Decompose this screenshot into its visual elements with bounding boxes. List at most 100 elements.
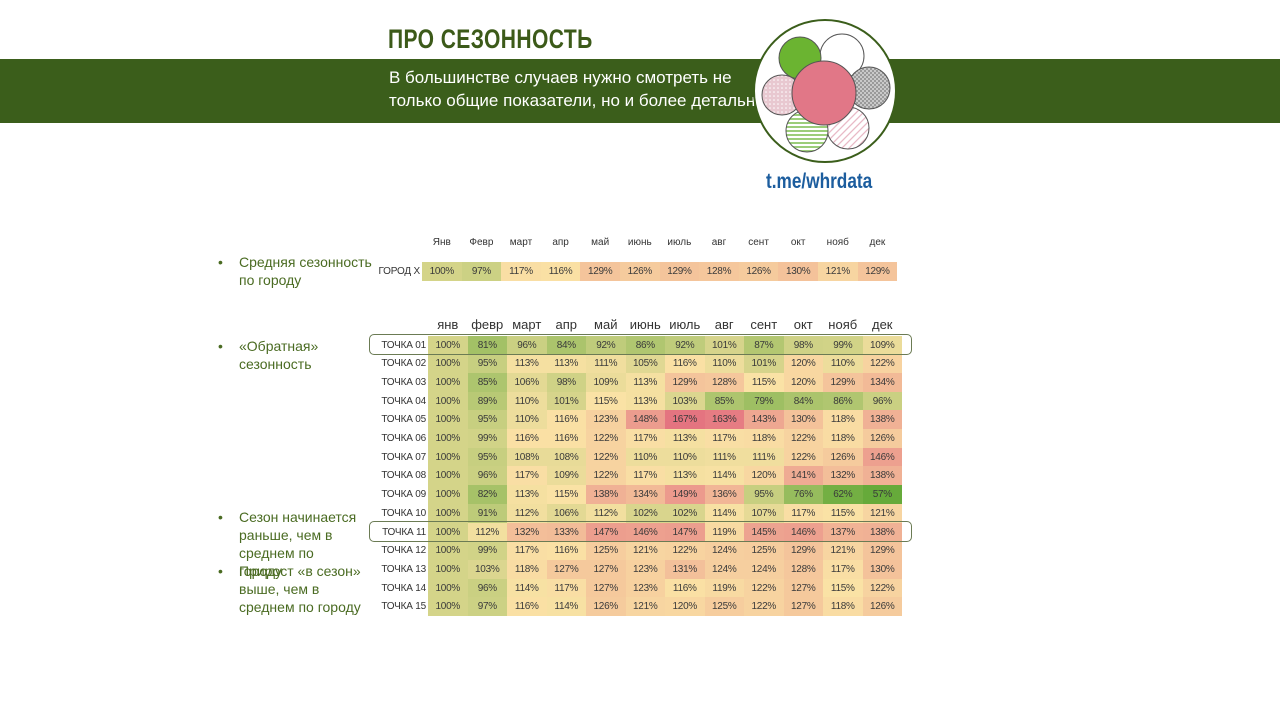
heat-cell: 109% [862, 335, 902, 355]
heat-cell: 101% [744, 354, 784, 374]
heat-cell: 116% [546, 410, 586, 430]
row-label: ТОЧКА 14 [381, 582, 426, 594]
heat-cell: 107% [744, 503, 784, 523]
heat-cell: 98% [783, 335, 823, 355]
row-label: ТОЧКА 02 [381, 358, 426, 370]
heat-cell: 114% [546, 597, 586, 617]
heat-cell: 100% [428, 578, 468, 598]
heat-cell: 87% [744, 335, 784, 355]
heat-cell: 100% [428, 541, 468, 561]
heat-cell: 100% [428, 335, 468, 355]
month-header: май [591, 237, 610, 248]
heat-cell: 95% [467, 410, 507, 430]
heat-cell: 118% [744, 429, 784, 448]
heat-cell: 111% [586, 354, 626, 374]
heat-cell: 98% [546, 372, 586, 392]
month-header: нояб [828, 317, 858, 332]
heat-cell: 97% [467, 597, 507, 617]
heat-cell: 146% [625, 522, 665, 542]
heat-cell: 101% [546, 391, 586, 411]
heat-cell: 113% [507, 485, 547, 505]
heat-cell: 131% [665, 559, 705, 579]
heat-cell: 117% [625, 466, 665, 486]
month-header: сент [750, 317, 778, 332]
heat-cell: 57% [862, 485, 902, 505]
heat-cell: 116% [546, 429, 586, 448]
month-header: май [594, 317, 618, 332]
heat-cell: 86% [823, 391, 863, 411]
heat-cell: 100% [428, 597, 468, 617]
heat-cell: 96% [467, 578, 507, 598]
month-header: авг [714, 317, 734, 332]
heat-cell: 97% [461, 262, 502, 281]
heat-cell: 81% [467, 335, 507, 355]
heat-cell: 126% [823, 447, 863, 467]
heat-cell: 102% [665, 503, 705, 523]
heat-cell: 86% [625, 335, 665, 355]
heat-cell: 102% [625, 503, 665, 523]
row-label: ТОЧКА 15 [381, 601, 426, 613]
heat-cell: 146% [783, 522, 823, 542]
logo-circles-icon [753, 19, 897, 163]
heat-cell: 92% [586, 335, 626, 355]
heat-cell: 116% [665, 354, 705, 374]
month-header: дек [871, 317, 893, 332]
month-header: февр [471, 317, 504, 332]
channel-link[interactable]: t.me/whrdata [766, 170, 873, 193]
heat-cell: 126% [862, 429, 902, 448]
month-header: окт [790, 237, 806, 248]
heat-cell: 120% [783, 372, 823, 392]
heat-cell: 163% [704, 410, 744, 430]
heat-cell: 123% [625, 559, 665, 579]
heat-cell: 121% [625, 541, 665, 561]
heat-cell: 103% [665, 391, 705, 411]
heat-cell: 129% [823, 372, 863, 392]
heat-cell: 130% [862, 559, 902, 579]
heat-cell: 129% [857, 262, 898, 281]
row-label: ТОЧКА 06 [381, 433, 426, 444]
heat-cell: 124% [704, 559, 744, 579]
heat-cell: 85% [704, 391, 744, 411]
row-label: ТОЧКА 13 [381, 563, 426, 575]
heat-cell: 127% [546, 559, 586, 579]
page-title: ПРО СЕЗОННОСТЬ [388, 24, 593, 54]
month-header: авг [711, 237, 727, 248]
heat-cell: 121% [823, 541, 863, 561]
heat-cell: 122% [586, 447, 626, 467]
heat-cell: 127% [586, 578, 626, 598]
row-label: ТОЧКА 04 [381, 395, 426, 407]
heat-cell: 91% [467, 503, 507, 523]
heat-cell: 119% [704, 522, 744, 542]
heat-cell: 143% [744, 410, 784, 430]
heat-cell: 95% [744, 485, 784, 505]
row-label: ТОЧКА 08 [381, 470, 426, 482]
heat-cell: 116% [507, 429, 547, 448]
heat-cell: 96% [507, 335, 547, 355]
row-label: ТОЧКА 01 [381, 339, 426, 351]
heat-cell: 106% [507, 372, 547, 392]
heat-cell: 113% [665, 466, 705, 486]
heat-cell: 100% [428, 372, 468, 392]
heat-cell: 117% [546, 578, 586, 598]
heat-cell: 120% [665, 597, 705, 617]
heat-cell: 117% [783, 503, 823, 523]
heat-cell: 118% [823, 410, 863, 430]
heat-cell: 111% [704, 447, 744, 467]
heat-cell: 129% [659, 262, 700, 281]
heat-cell: 122% [744, 597, 784, 617]
heat-cell: 127% [783, 597, 823, 617]
heat-cell: 100% [428, 485, 468, 505]
heat-cell: 129% [580, 262, 620, 281]
heat-cell: 120% [744, 466, 784, 486]
heat-cell: 100% [428, 466, 468, 486]
heat-cell: 113% [625, 391, 665, 411]
heat-cell: 127% [586, 559, 626, 579]
heat-cell: 118% [823, 429, 863, 448]
heat-cell: 122% [862, 354, 902, 374]
heat-cell: 100% [428, 447, 468, 467]
heat-cell: 121% [818, 262, 858, 281]
heat-cell: 122% [586, 466, 626, 486]
heat-cell: 116% [665, 578, 705, 598]
month-header: март [512, 317, 542, 332]
row-label: ТОЧКА 12 [381, 545, 426, 557]
